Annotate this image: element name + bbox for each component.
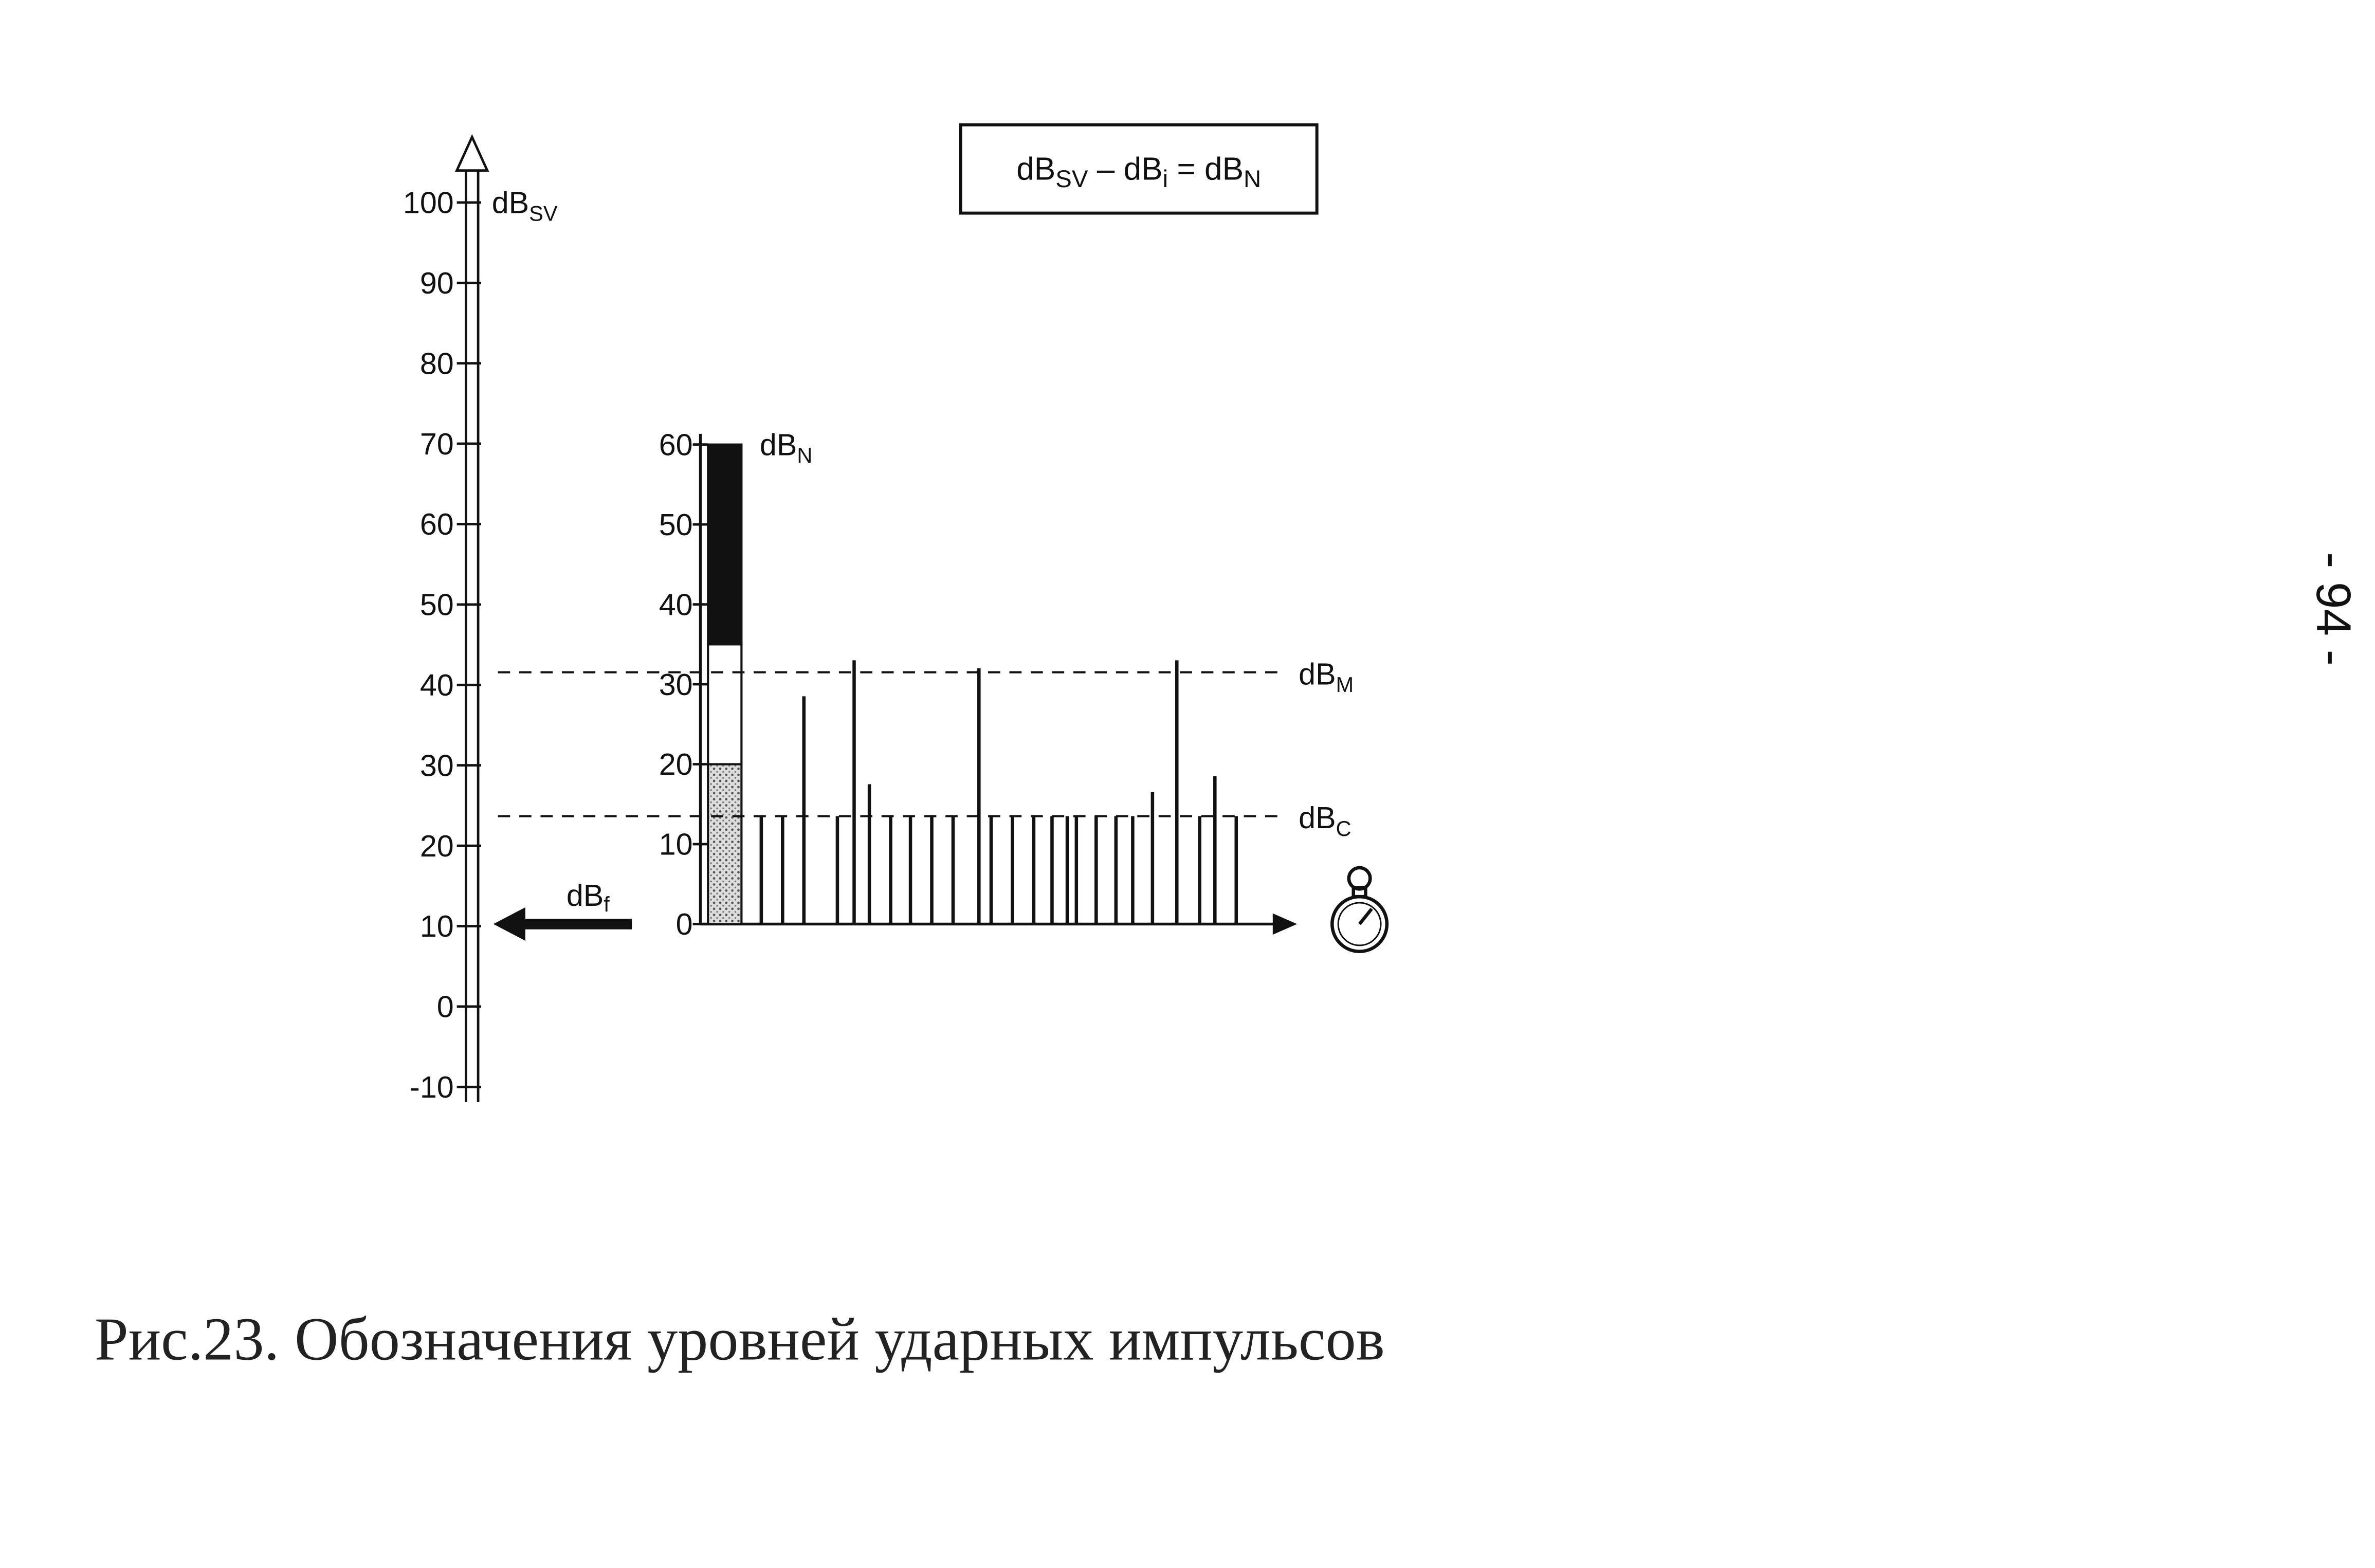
level-segment: [707, 763, 743, 925]
y-tick-label: -10: [410, 1070, 454, 1104]
label-sub: M: [1336, 672, 1354, 697]
y-tick-label: 60: [420, 507, 454, 541]
y-tick-label: 0: [676, 907, 693, 941]
y-tick-label: 50: [420, 588, 454, 622]
formula-sub: N: [1244, 166, 1261, 193]
y-tick-label: 90: [420, 266, 454, 300]
formula-part: = dB: [1168, 151, 1244, 187]
formula-part: – dB: [1088, 151, 1162, 187]
y-tick-label: 80: [420, 346, 454, 380]
level-segment: [707, 443, 743, 646]
label-sub: N: [797, 443, 812, 467]
label-sub: f: [604, 892, 610, 917]
y-tick-label: 100: [403, 186, 454, 220]
axis-label: dBN: [760, 427, 812, 467]
y-tick-label: 70: [420, 427, 454, 461]
y-tick-label: 10: [420, 909, 454, 943]
page-number: - 94 -: [2306, 552, 2361, 666]
level-label: dBC: [1299, 800, 1351, 841]
y-tick-label: 20: [659, 747, 693, 781]
formula: dBSV – dBi = dBN: [1016, 151, 1261, 193]
y-tick-label: 50: [659, 507, 693, 542]
formula-box: [959, 123, 1319, 215]
stopwatch-icon: [1330, 866, 1389, 953]
label-main: dB: [1299, 800, 1336, 835]
formula-part: dB: [1016, 151, 1055, 187]
label-main: dB: [1299, 657, 1336, 691]
time-arrow: [1272, 913, 1298, 935]
label-sub: C: [1336, 816, 1351, 841]
axis-label: dBSV: [492, 186, 558, 226]
formula-sub: SV: [1055, 166, 1088, 193]
y-tick-label: 40: [659, 587, 693, 622]
formula-sub: i: [1163, 166, 1168, 193]
label-sub: SV: [529, 201, 558, 225]
axis-arrow: [454, 134, 489, 172]
y-tick-label: 20: [420, 829, 454, 863]
arrow-head: [493, 907, 525, 941]
y-tick-label: 60: [659, 427, 693, 462]
y-tick-label: 0: [437, 990, 454, 1024]
label-main: dB: [567, 878, 604, 913]
arrow-label: dBf: [567, 878, 610, 917]
y-tick-label: 40: [420, 668, 454, 702]
level-label: dBM: [1299, 657, 1354, 697]
level-segment: [707, 643, 743, 765]
label-main: dB: [760, 427, 797, 462]
y-tick-label: 10: [659, 827, 693, 862]
y-tick-label: 30: [420, 748, 454, 782]
label-main: dB: [492, 186, 529, 220]
caption: Рис.23. Обозначения уровней ударных импу…: [95, 1305, 1385, 1373]
